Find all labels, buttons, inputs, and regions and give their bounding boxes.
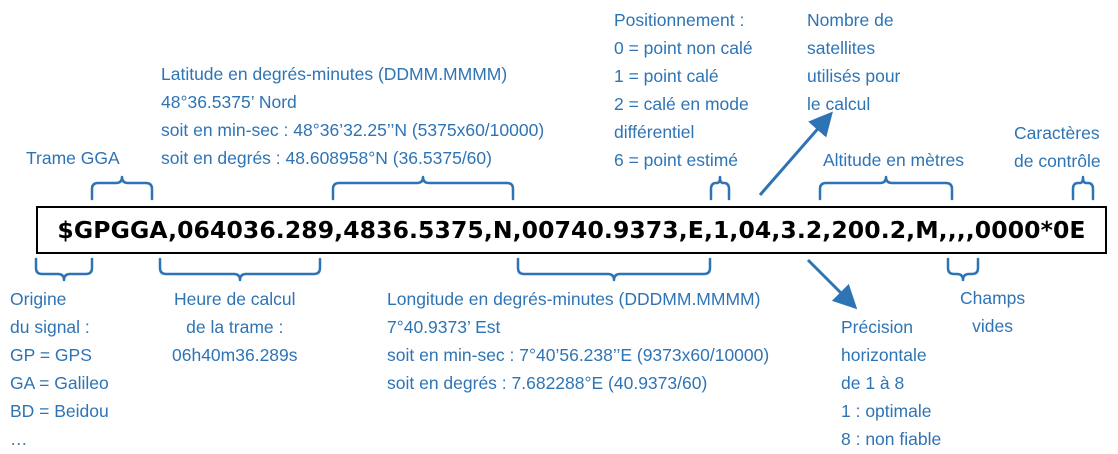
- brace-champs: [946, 257, 980, 282]
- annotation-origine-line: GP = GPS: [10, 345, 92, 365]
- annotation-origine: Origine du signal : GP = GPS GA = Galileo BD…: [10, 285, 109, 453]
- annotation-champs-line: Champs: [960, 288, 1026, 308]
- annotation-precision-line: Précision: [841, 317, 913, 337]
- annotation-longitude-line: soit en degrés : 7.682288°E (40.9373/60): [387, 373, 708, 393]
- annotation-satellites-line: satellites: [807, 38, 876, 58]
- brace-controle: [1071, 175, 1095, 201]
- annotation-longitude-line: soit en min-sec : 7°40’56.238’’E (9373x6…: [387, 345, 770, 365]
- brace-longitude: [516, 257, 712, 282]
- nmea-frame-text: $GPGGA,064036.289,4836.5375,N,00740.9373…: [57, 216, 1086, 244]
- annotation-latitude-line: 48°36.5375’ Nord: [161, 92, 297, 112]
- annotation-positionnement-line: Positionnement :: [614, 10, 745, 30]
- nmea-frame-box: $GPGGA,064036.289,4836.5375,N,00740.9373…: [36, 206, 1107, 254]
- annotation-positionnement-line: différentiel: [614, 122, 695, 142]
- annotation-positionnement-line: 1 = point calé: [614, 66, 719, 86]
- annotation-latitude-line: soit en min-sec : 48°36’32.25’’N (5375x6…: [161, 120, 545, 140]
- annotation-origine-line: …: [10, 429, 28, 449]
- annotation-latitude-line: Latitude en degrés-minutes (DDMM.MMMM): [161, 64, 508, 84]
- annotation-longitude: Longitude en degrés-minutes (DDDMM.MMMM)…: [387, 285, 769, 397]
- annotation-trame-line: Trame GGA: [26, 148, 120, 168]
- annotation-altitude-line: Altitude en mètres: [823, 150, 965, 170]
- annotation-satellites: Nombre de satellites utilisés pour le calcu…: [807, 6, 900, 118]
- annotation-precision-line: 1 : optimale: [841, 401, 932, 421]
- brace-altitude: [818, 175, 954, 201]
- annotation-origine-line: Origine: [10, 289, 67, 309]
- annotation-longitude-line: Longitude en degrés-minutes (DDDMM.MMMM): [387, 289, 761, 309]
- annotation-origine-line: GA = Galileo: [10, 373, 109, 393]
- annotation-heure-line: 06h40m36.289s: [172, 345, 298, 365]
- annotation-heure: Heure de calcul de la trame : 06h40m36.289…: [172, 285, 298, 369]
- annotation-satellites-line: Nombre de: [807, 10, 894, 30]
- annotation-controle-line: Caractères: [1014, 123, 1100, 143]
- annotation-heure-line: de la trame :: [186, 317, 284, 337]
- annotation-longitude-line: 7°40.9373’ Est: [387, 317, 501, 337]
- brace-positionnement: [709, 175, 731, 201]
- annotation-satellites-line: utilisés pour: [807, 66, 901, 86]
- annotation-heure-line: Heure de calcul: [173, 289, 296, 309]
- brace-origine: [34, 257, 94, 282]
- arrow-satellites: [758, 111, 833, 196]
- annotation-positionnement-line: 6 = point estimé: [614, 150, 739, 170]
- annotation-precision-line: horizontale: [841, 345, 927, 365]
- annotation-positionnement-line: 0 = point non calé: [614, 38, 753, 58]
- annotation-latitude-line: soit en degrés : 48.608958°N (36.5375/60…: [161, 148, 492, 168]
- annotation-latitude: Latitude en degrés-minutes (DDMM.MMMM) 48…: [161, 60, 544, 172]
- annotation-origine-line: du signal :: [10, 317, 90, 337]
- annotation-controle: Caractères de contrôle: [1014, 119, 1101, 175]
- brace-latitude: [331, 175, 515, 201]
- annotation-precision: Précision horizontale de 1 à 8 1 : optimale…: [841, 313, 941, 453]
- brace-trame: [90, 175, 154, 201]
- annotation-altitude: Altitude en mètres: [823, 146, 964, 174]
- annotation-champs: Champs vides: [960, 284, 1025, 340]
- annotation-controle-line: de contrôle: [1014, 151, 1101, 171]
- annotation-precision-line: de 1 à 8: [841, 373, 905, 393]
- annotation-origine-line: BD = Beidou: [10, 401, 109, 421]
- annotation-positionnement: Positionnement : 0 = point non calé 1 = po…: [614, 6, 753, 174]
- annotation-trame: Trame GGA: [26, 144, 120, 172]
- annotation-champs-line: vides: [972, 316, 1014, 336]
- arrow-precision: [806, 258, 858, 310]
- annotation-satellites-line: le calcul: [807, 94, 871, 114]
- brace-heure: [158, 257, 322, 282]
- annotation-precision-line: 8 : non fiable: [841, 429, 942, 449]
- annotation-positionnement-line: 2 = calé en mode: [614, 94, 749, 114]
